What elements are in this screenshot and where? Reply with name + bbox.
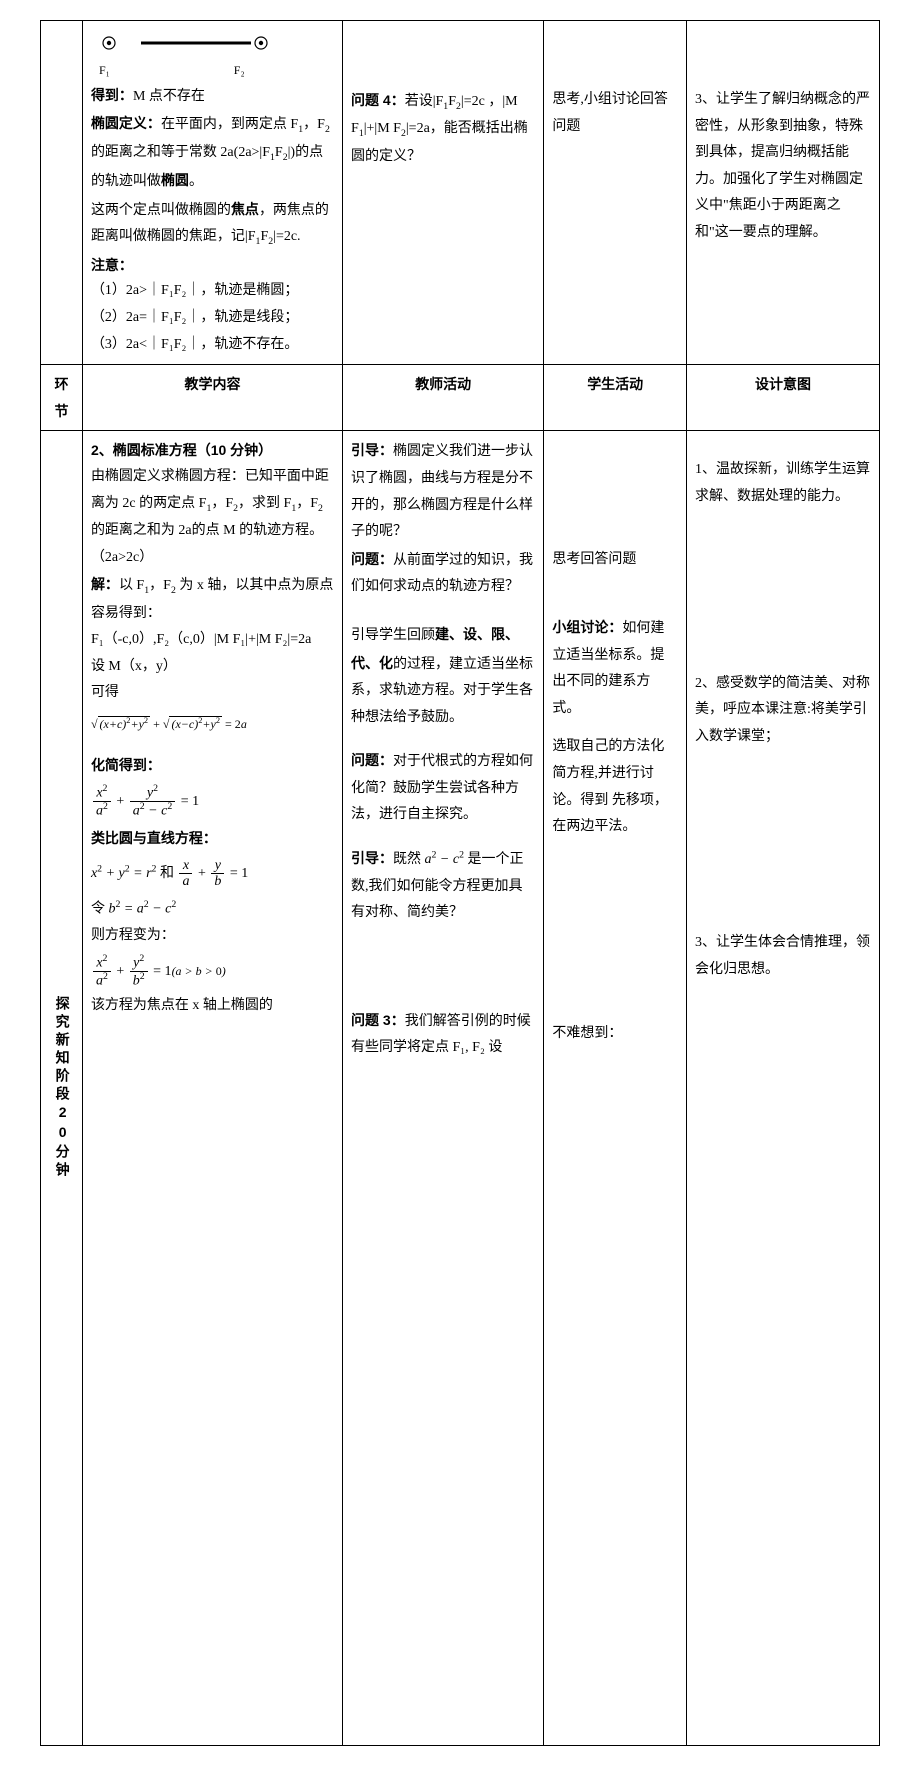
teacher-cell: 引导：椭圆定义我们进一步认识了椭圆，曲线与方程是分不开的，那么椭圆方程是什么样子… bbox=[343, 431, 544, 1746]
stage-cell: 探究新知阶段20分钟 bbox=[41, 431, 83, 1746]
section-title: 2、椭圆标准方程（10 分钟） bbox=[91, 437, 334, 464]
let-b: 令 b2 = a2 − c2 bbox=[91, 896, 334, 923]
analogy-label: 类比圆与直线方程： bbox=[91, 825, 334, 852]
col-content: 教学内容 bbox=[82, 365, 342, 431]
then-label: 则方程变为： bbox=[91, 923, 334, 950]
intent-cell: 1、温故探新，训练学生运算求解、数据处理的能力。 2、感受数学的简洁美、对称美，… bbox=[687, 431, 880, 1746]
stage-cell-empty bbox=[41, 21, 83, 365]
note-1: （1）2a>｜F₁F₂｜，轨迹是椭圆； bbox=[91, 278, 334, 305]
simplified-eq: x2a2 + y2a2 − c2 = 1 bbox=[91, 784, 334, 819]
conclude-text: M 点不存在 bbox=[133, 89, 205, 104]
foci-diagram bbox=[91, 31, 281, 61]
student-activity: 思考,小组讨论回答问题 bbox=[552, 87, 678, 140]
lesson-plan-table: F₁ F₂ 得到：M 点不存在 椭圆定义：在平面内，到两定点 F1，F2 的距离… bbox=[40, 20, 880, 1746]
col-stage: 环节 bbox=[41, 365, 83, 431]
q4-label: 问题 4： bbox=[351, 92, 405, 108]
design-intent: 3、让学生了解归纳概念的严密性，从形象到抽象，特殊到具体，提高归纳概括能力。加强… bbox=[695, 87, 871, 247]
def-label: 椭圆定义： bbox=[91, 115, 161, 131]
note-label: 注意： bbox=[91, 252, 334, 279]
foci-coords: F₁（-c,0）,F₂（c,0）|M F₁|+|M F₂|=2a bbox=[91, 627, 334, 654]
student-think2: 不难想到： bbox=[552, 1021, 678, 1048]
content-cell: 2、椭圆标准方程（10 分钟） 由椭圆定义求椭圆方程：已知平面中距离为 2c 的… bbox=[82, 431, 342, 1746]
teacher-cell: 问题 4：若设|F1F2|=2c ，|M F1|+|M F2|=2a，能否概括出… bbox=[343, 21, 544, 365]
distance-eq: √(x+c)2+y2 + √(x−c)2+y2 = 2a bbox=[91, 713, 334, 736]
student-think: 思考回答问题 bbox=[552, 547, 678, 574]
note-2: （2）2a=｜F₁F₂｜，轨迹是线段； bbox=[91, 305, 334, 332]
simplify-label: 化简得到： bbox=[91, 752, 334, 779]
note-3: （3）2a<｜F₁F₂｜，轨迹不存在。 bbox=[91, 332, 334, 359]
content-cell: F₁ F₂ 得到：M 点不存在 椭圆定义：在平面内，到两定点 F1，F2 的距离… bbox=[82, 21, 342, 365]
header-row: 环节 教学内容 教师活动 学生活动 设计意图 bbox=[41, 365, 880, 431]
final-note: 该方程为焦点在 x 轴上椭圆的 bbox=[91, 993, 334, 1020]
conclude-label: 得到： bbox=[91, 87, 133, 103]
standard-eq: x2a2 + y2b2 = 1(a > b > 0) bbox=[91, 954, 334, 989]
get: 可得 bbox=[91, 680, 334, 707]
intent-3: 3、让学生体会合情推理，领会化归思想。 bbox=[695, 930, 871, 983]
intent-1: 1、温故探新，训练学生运算求解、数据处理的能力。 bbox=[695, 457, 871, 510]
set-m: 设 M（x，y） bbox=[91, 654, 334, 681]
col-teacher: 教师活动 bbox=[343, 365, 544, 431]
intent-cell: 3、让学生了解归纳概念的严密性，从形象到抽象，特殊到具体，提高归纳概括能力。加强… bbox=[687, 21, 880, 365]
intent-2: 2、感受数学的简洁美、对称美，呼应本课注意:将美学引入数学课堂； bbox=[695, 671, 871, 751]
circle-line-eq: x2 + y2 = r2 和 xa + yb = 1 bbox=[91, 858, 334, 890]
col-intent: 设计意图 bbox=[687, 365, 880, 431]
table-row: F₁ F₂ 得到：M 点不存在 椭圆定义：在平面内，到两定点 F1，F2 的距离… bbox=[41, 21, 880, 365]
student-cell: 思考,小组讨论回答问题 bbox=[544, 21, 687, 365]
f2-label: F₂ bbox=[234, 63, 245, 77]
stage-label: 探究新知阶段20分钟 bbox=[49, 437, 76, 1739]
student-cell: 思考回答问题 小组讨论：如何建立适当坐标系。提出不同的建系方式。 选取自己的方法… bbox=[544, 431, 687, 1746]
table-row: 探究新知阶段20分钟 2、椭圆标准方程（10 分钟） 由椭圆定义求椭圆方程：已知… bbox=[41, 431, 880, 1746]
student-simplify: 选取自己的方法化简方程,并进行讨论。得到 先移项，在两边平法。 bbox=[552, 734, 678, 840]
col-student: 学生活动 bbox=[544, 365, 687, 431]
f1-label: F₁ bbox=[99, 63, 110, 77]
